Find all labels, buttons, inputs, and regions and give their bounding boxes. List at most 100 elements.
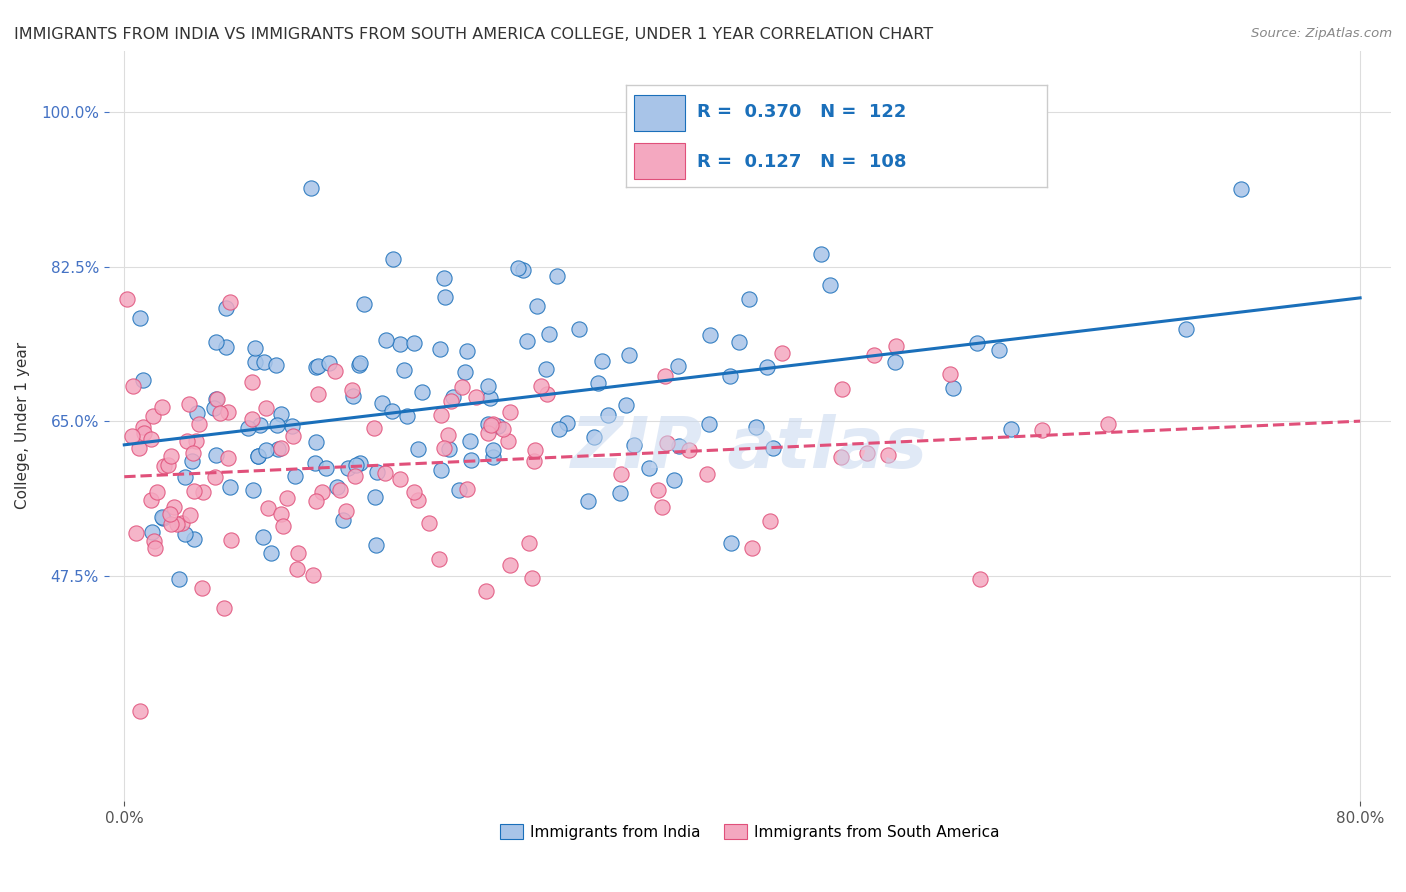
Point: [389, 336, 412, 351]
Point: [548, 422, 571, 436]
Point: [366, 466, 388, 480]
Text: Source: ZipAtlas.com: Source: ZipAtlas.com: [1251, 27, 1392, 40]
Point: [508, 260, 530, 275]
Point: [167, 572, 190, 586]
Point: [744, 420, 766, 434]
Point: [668, 439, 690, 453]
Point: [596, 409, 619, 423]
Point: [427, 551, 450, 566]
Point: [172, 516, 194, 531]
Point: [186, 405, 208, 419]
Point: [332, 512, 354, 526]
Point: [142, 409, 165, 424]
Point: [157, 458, 180, 472]
Point: [311, 485, 333, 500]
Point: [205, 448, 228, 462]
Point: [276, 491, 298, 506]
Point: [460, 453, 482, 467]
Point: [477, 417, 499, 431]
Point: [831, 382, 853, 396]
Point: [174, 527, 197, 541]
Point: [477, 426, 499, 441]
Point: [266, 417, 288, 432]
Point: [191, 582, 214, 596]
Point: [499, 405, 522, 419]
Point: [651, 500, 673, 515]
Point: [568, 321, 591, 335]
Point: [240, 411, 263, 425]
Point: [236, 421, 259, 435]
Point: [337, 461, 360, 475]
Point: [524, 443, 547, 458]
Text: IMMIGRANTS FROM INDIA VS IMMIGRANTS FROM SOUTH AMERICA COLLEGE, UNDER 1 YEAR COR: IMMIGRANTS FROM INDIA VS IMMIGRANTS FROM…: [14, 27, 934, 42]
Point: [430, 408, 453, 422]
Point: [441, 390, 464, 404]
Point: [176, 434, 198, 448]
Point: [482, 417, 505, 431]
Point: [217, 404, 239, 418]
Point: [247, 450, 270, 464]
Point: [395, 409, 418, 423]
Point: [741, 541, 763, 555]
Point: [254, 442, 277, 457]
Point: [305, 494, 328, 508]
Point: [382, 252, 405, 267]
Point: [433, 271, 456, 285]
Point: [179, 508, 201, 522]
Point: [142, 533, 165, 548]
Point: [284, 469, 307, 483]
Point: [536, 387, 558, 401]
Point: [221, 533, 243, 547]
Y-axis label: College, Under 1 year: College, Under 1 year: [15, 343, 30, 509]
Point: [697, 417, 720, 431]
Point: [326, 480, 349, 494]
Text: ZIP atlas: ZIP atlas: [571, 414, 928, 483]
Point: [402, 485, 425, 500]
Point: [202, 401, 225, 415]
Point: [270, 441, 292, 455]
Point: [363, 421, 385, 435]
Point: [699, 327, 721, 342]
Point: [737, 293, 759, 307]
Point: [609, 486, 631, 500]
Point: [418, 516, 440, 530]
Point: [526, 299, 548, 313]
Point: [159, 449, 181, 463]
Point: [163, 500, 186, 515]
Point: [141, 433, 163, 447]
Point: [728, 334, 751, 349]
Point: [863, 348, 886, 362]
Point: [243, 354, 266, 368]
Point: [666, 359, 689, 373]
Point: [209, 406, 232, 420]
Point: [160, 516, 183, 531]
Point: [301, 568, 323, 582]
Point: [406, 442, 429, 456]
Point: [517, 535, 540, 549]
Point: [486, 419, 509, 434]
Point: [121, 429, 143, 443]
Point: [496, 434, 519, 449]
Text: R =  0.370   N =  122: R = 0.370 N = 122: [697, 103, 907, 121]
Point: [217, 451, 239, 466]
Point: [456, 482, 478, 496]
Bar: [634, 95, 685, 131]
Point: [173, 470, 195, 484]
Point: [437, 442, 460, 456]
Point: [219, 294, 242, 309]
Point: [219, 480, 242, 494]
Point: [522, 571, 544, 585]
Point: [969, 573, 991, 587]
Point: [181, 445, 204, 459]
Point: [125, 525, 148, 540]
Point: [437, 427, 460, 442]
Point: [187, 417, 209, 431]
Point: [1000, 422, 1022, 436]
Point: [318, 356, 340, 370]
Point: [329, 483, 352, 497]
Point: [349, 356, 371, 370]
Point: [537, 326, 560, 341]
Point: [477, 379, 499, 393]
Point: [411, 384, 433, 399]
Point: [884, 338, 907, 352]
